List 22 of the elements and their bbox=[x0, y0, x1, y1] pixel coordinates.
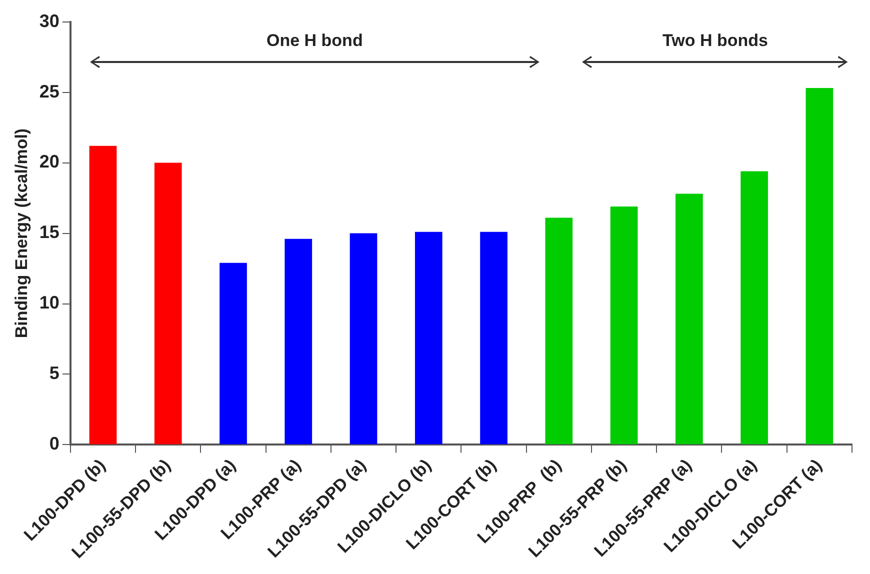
bar bbox=[675, 194, 703, 444]
bar bbox=[545, 218, 573, 444]
y-tick-label: 30 bbox=[39, 10, 60, 31]
bar bbox=[480, 232, 508, 444]
bar bbox=[740, 171, 768, 444]
y-tick-label: 10 bbox=[39, 292, 60, 313]
y-tick-label: 15 bbox=[39, 222, 60, 242]
bar bbox=[350, 233, 378, 444]
bar bbox=[284, 238, 312, 444]
annotation: One H bond bbox=[266, 30, 363, 50]
y-tick-label: 5 bbox=[49, 363, 60, 384]
y-tick-label: 20 bbox=[39, 152, 60, 172]
y-axis-title: Binding Energy (kcal/mol) bbox=[12, 128, 31, 338]
bar bbox=[414, 232, 442, 444]
bar bbox=[220, 262, 247, 444]
bar bbox=[154, 162, 182, 444]
annotation: Two H bonds bbox=[662, 30, 768, 50]
y-tick-label: 25 bbox=[39, 81, 60, 102]
bar bbox=[806, 88, 834, 444]
y-tick-label: 0 bbox=[49, 434, 60, 454]
bar bbox=[610, 206, 638, 444]
bar bbox=[89, 146, 117, 444]
